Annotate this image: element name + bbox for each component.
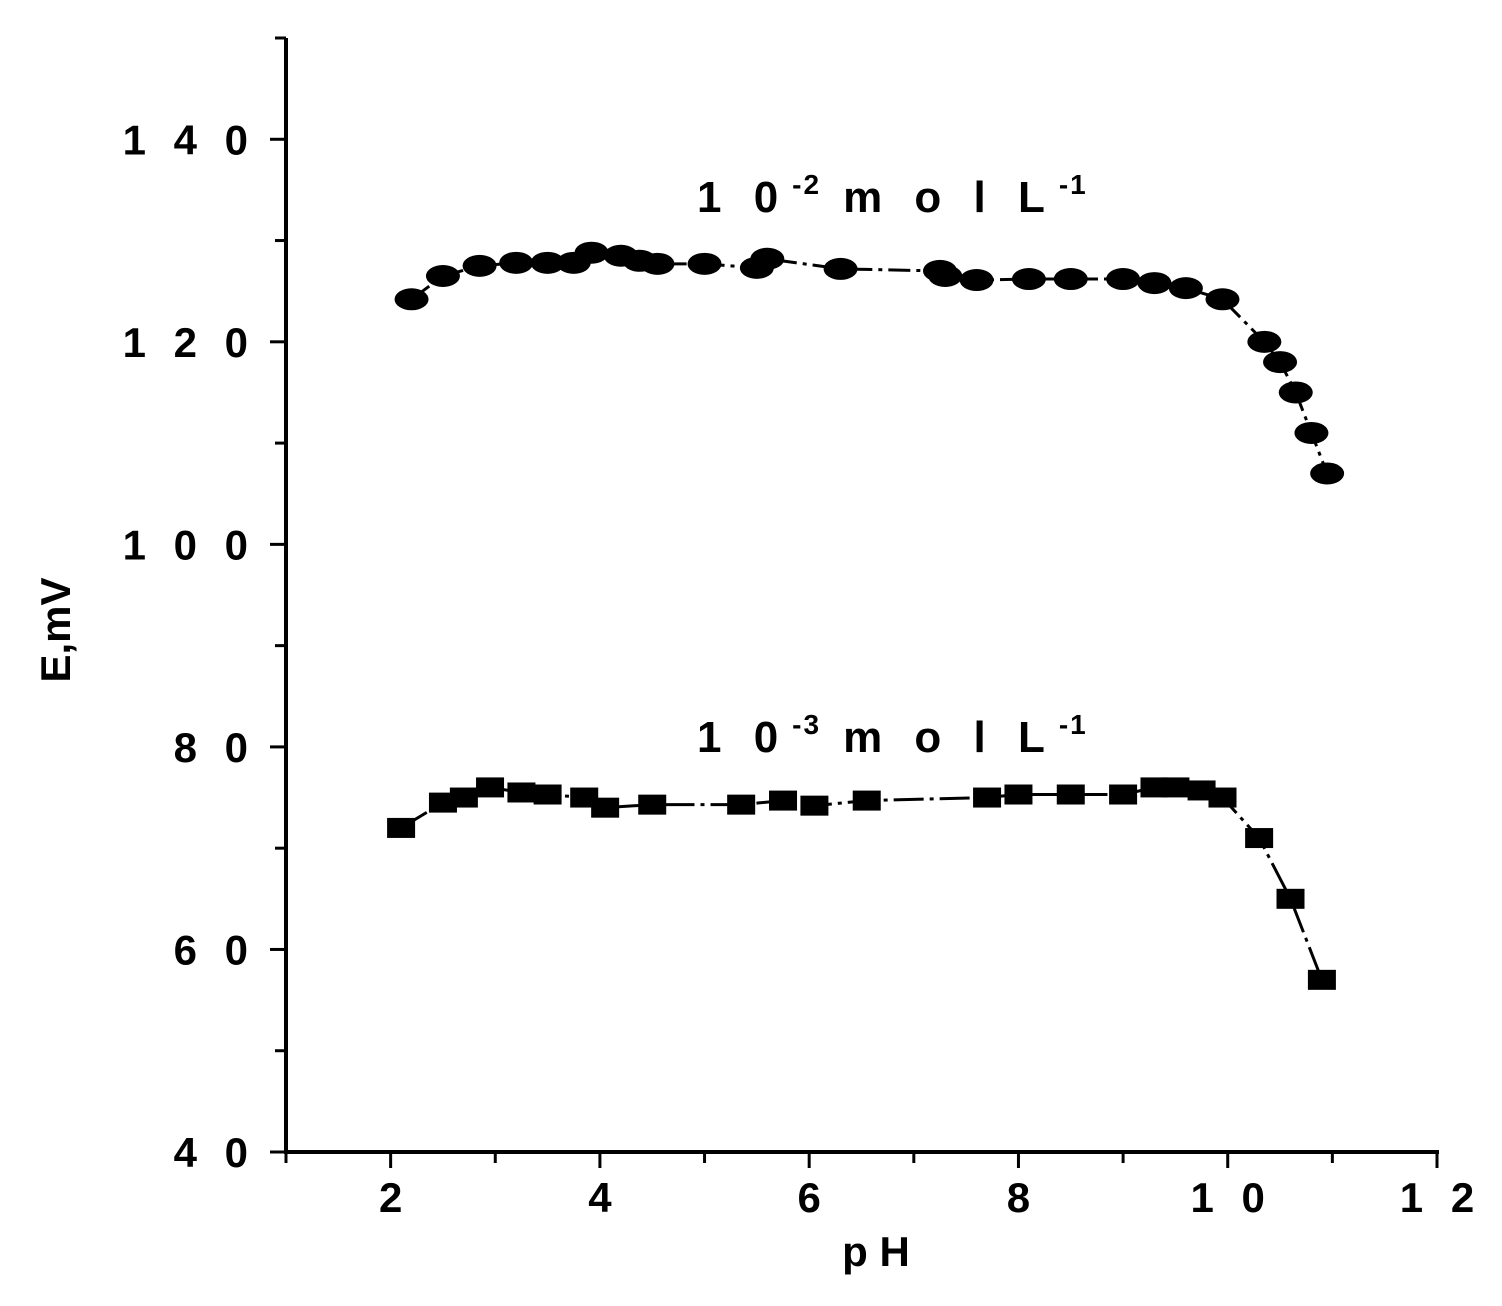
y-tick-label: 1 0 0 <box>123 521 256 568</box>
y-tick-label: 1 4 0 <box>123 116 256 163</box>
data-point-circle <box>462 254 497 277</box>
annotation-exponent: -1 <box>1059 169 1088 200</box>
data-point-square <box>591 797 620 818</box>
data-point-square <box>800 795 829 816</box>
data-point-circle <box>928 264 963 287</box>
data-point-circle <box>823 257 858 280</box>
data-point-circle <box>959 269 994 292</box>
annotation-exponent: -2 <box>792 169 821 200</box>
data-point-circle <box>1310 462 1345 485</box>
x-tick-label: 6 <box>798 1174 829 1221</box>
data-point-square <box>1276 888 1305 909</box>
data-point-circle <box>1247 330 1282 353</box>
series-2 <box>387 777 1336 990</box>
series-1 <box>394 241 1345 485</box>
data-point-circle <box>1263 351 1298 374</box>
y-tick-label: 4 0 <box>174 1129 256 1176</box>
annotation-exponent: -1 <box>1059 709 1088 740</box>
data-point-circle <box>1168 277 1203 300</box>
data-point-circle <box>1106 268 1141 291</box>
data-point-square <box>1056 784 1085 805</box>
data-point-square <box>852 790 881 811</box>
data-point-square <box>449 787 478 808</box>
axes: 4 0 6 0 8 0 1 0 0 1 2 0 1 4 0 2 4 6 8 1 0 1 2 <box>123 36 1482 1221</box>
data-point-circle <box>425 264 460 287</box>
data-point-circle <box>574 241 609 264</box>
y-axis-label: E,mV <box>32 577 79 682</box>
data-point-circle <box>1137 272 1172 295</box>
y-tick-label: 1 2 0 <box>123 319 256 366</box>
x-tick-label: 1 2 <box>1400 1174 1482 1221</box>
data-point-circle <box>1053 268 1088 291</box>
data-point-square <box>507 782 536 803</box>
data-point-square <box>1109 784 1138 805</box>
annotation-exponent: -3 <box>792 709 821 740</box>
data-point-square <box>533 784 562 805</box>
data-point-square <box>973 787 1002 808</box>
data-point-circle <box>750 247 785 270</box>
data-point-circle <box>394 288 429 311</box>
data-point-square <box>1307 969 1336 990</box>
annotation-text: m o l L <box>843 713 1055 762</box>
series-layer <box>387 241 1345 990</box>
data-point-square <box>638 794 667 815</box>
x-tick-label: 2 <box>379 1174 410 1221</box>
data-point-circle <box>530 251 565 274</box>
data-point-circle <box>687 252 722 275</box>
y-tick-label: 6 0 <box>174 926 256 973</box>
data-point-circle <box>1205 288 1240 311</box>
data-point-circle <box>640 252 675 275</box>
data-point-circle <box>499 251 534 274</box>
data-point-square <box>769 790 798 811</box>
data-point-circle <box>1294 421 1329 444</box>
data-point-square <box>1208 787 1237 808</box>
data-point-square <box>1245 828 1274 849</box>
annotation-text: 1 0 <box>697 713 788 762</box>
series-line <box>400 785 1324 981</box>
data-point-square <box>1004 784 1033 805</box>
data-point-square <box>727 794 756 815</box>
series-annotation-2: 1 0 -3 m o l L -1 <box>697 709 1088 762</box>
y-tick-label: 8 0 <box>174 724 256 771</box>
x-tick-label: 1 0 <box>1191 1174 1273 1221</box>
data-point-square <box>476 777 505 798</box>
series-annotation-1: 1 0 -2 m o l L -1 <box>697 169 1088 222</box>
data-point-square <box>387 817 416 838</box>
x-tick-label: 4 <box>588 1174 619 1221</box>
data-point-circle <box>1011 268 1046 291</box>
annotation-text: 1 0 <box>697 173 788 222</box>
x-axis-label: p H <box>842 1228 910 1275</box>
x-tick-label: 8 <box>1007 1174 1038 1221</box>
labels-layer: p H E,mV 1 0 -2 m o l L -11 0 -3 m o l L -1 <box>32 169 1088 1275</box>
data-point-circle <box>1278 381 1313 404</box>
annotation-text: m o l L <box>843 173 1055 222</box>
data-point-square <box>1161 777 1190 798</box>
